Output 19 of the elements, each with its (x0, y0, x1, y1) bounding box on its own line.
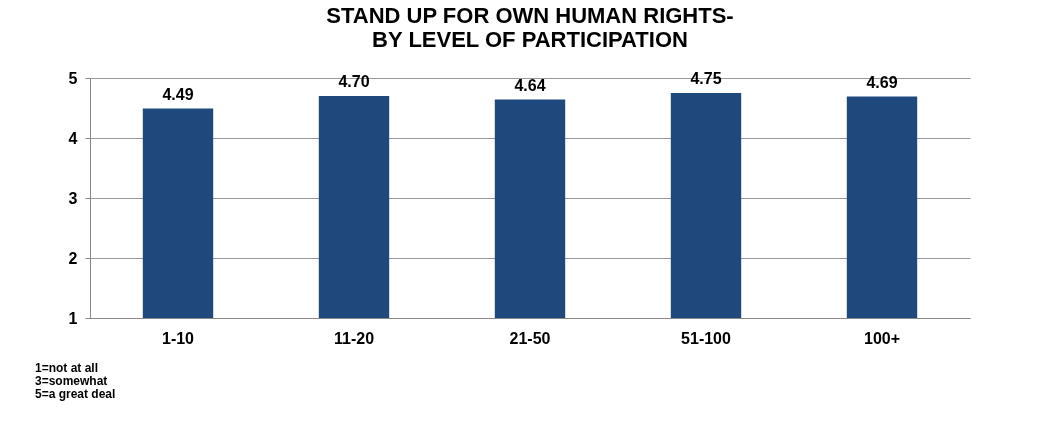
x-tick-label: 1-10 (161, 329, 195, 347)
data-label: 4.69 (866, 73, 898, 91)
x-tick-label: 100+ (863, 329, 901, 347)
y-tick-label: 1 (68, 309, 78, 327)
x-tick-label: 11-20 (333, 329, 375, 347)
text: 3=somewhat (35, 374, 108, 388)
data-label: 4.49 (162, 85, 194, 103)
y-tick-label: 4 (68, 129, 78, 147)
data-label: 4.75 (690, 70, 722, 87)
x-tick-label: 51-100 (681, 329, 732, 347)
data-label: 4.70 (338, 73, 370, 90)
chart-title: STAND UP FOR OWN HUMAN RIGHTS- BY LEVEL OF PARTICIPATION (326, 3, 734, 52)
x-tick-label: 21-50 (509, 329, 551, 347)
y-tick-label: 3 (68, 189, 78, 207)
data-label: 4.64 (514, 76, 546, 94)
text: 5=a great deal (35, 387, 116, 402)
y-tick-label: 5 (68, 69, 78, 87)
text: 1=not at all (35, 360, 99, 375)
y-tick-label: 2 (68, 249, 78, 267)
